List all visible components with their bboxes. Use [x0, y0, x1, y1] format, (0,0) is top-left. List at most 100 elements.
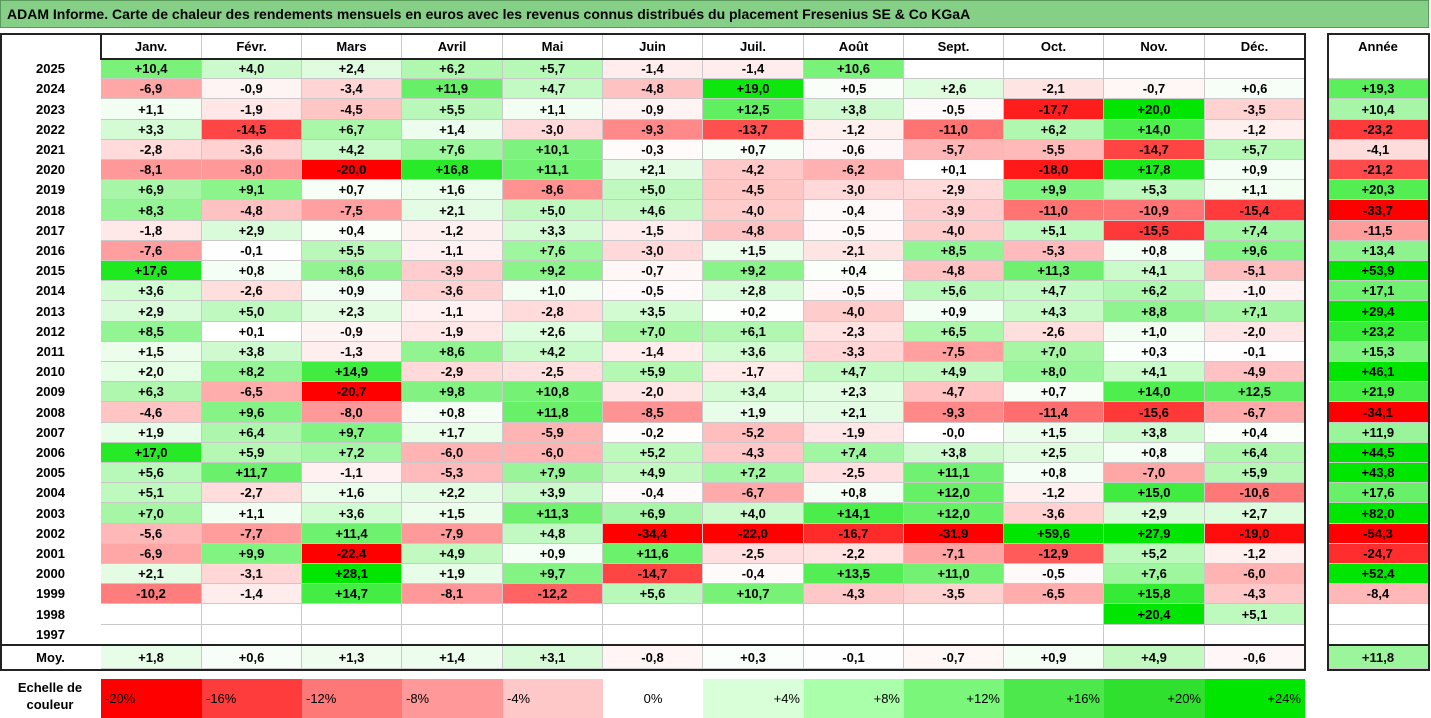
heatmap-cell: +10,6: [804, 59, 904, 79]
heatmap-cell: +5,1: [1205, 604, 1305, 625]
heatmap-cell: +9,7: [302, 423, 402, 443]
average-cell: +4,9: [1104, 646, 1205, 669]
heatmap-cell: +6,3: [101, 382, 202, 402]
average-cell: +0,6: [202, 646, 302, 669]
heatmap-cell: +8,8: [1104, 301, 1205, 322]
average-cell: +1,3: [302, 646, 402, 669]
annual-cell: +10,4: [1328, 99, 1429, 120]
heatmap-cell-empty: [503, 604, 603, 625]
heatmap-cell: +11,1: [904, 463, 1004, 483]
heatmap-cell: +7,0: [603, 322, 703, 342]
color-scale-label: Echelle de couleur: [6, 679, 94, 713]
heatmap-cell: +5,7: [1205, 140, 1305, 160]
heatmap-cell: +1,5: [1004, 423, 1104, 443]
heatmap-cell: +3,3: [101, 120, 202, 140]
heatmap-cell: -0,9: [202, 79, 302, 99]
heatmap-cell: +0,9: [904, 301, 1004, 322]
annual-cell: +19,3: [1328, 79, 1429, 99]
annual-cell: +17,6: [1328, 483, 1429, 503]
heatmap-cell: +9,6: [1205, 241, 1305, 261]
annual-cell: -54,3: [1328, 524, 1429, 544]
color-scale-swatch: +8%: [804, 679, 904, 718]
row-year-label: 2024: [36, 81, 65, 96]
heatmap-cell: -6,0: [503, 443, 603, 463]
heatmap-cell: +11,8: [503, 402, 603, 423]
heatmap-cell: +6,2: [1004, 120, 1104, 140]
heatmap-cell: -19,0: [1205, 524, 1305, 544]
year-total-header: Année: [1328, 34, 1429, 59]
row-year-label: 2013: [36, 304, 65, 319]
heatmap-cell: -4,3: [703, 443, 804, 463]
heatmap-cell: +4,9: [904, 362, 1004, 382]
heatmap-cell: +8,5: [904, 241, 1004, 261]
heatmap-cell: -1,2: [402, 221, 503, 241]
heatmap-cell: -2,5: [703, 544, 804, 564]
heatmap-cell: +9,7: [503, 564, 603, 584]
heatmap-cell: -8,0: [202, 160, 302, 180]
heatmap-cell: +9,8: [402, 382, 503, 402]
color-scale-swatch: +16%: [1004, 679, 1104, 718]
heatmap-cell: +6,4: [202, 423, 302, 443]
heatmap-cell: +7,6: [1104, 564, 1205, 584]
heatmap-cell: +7,2: [302, 443, 402, 463]
heatmap-cell: +5,0: [603, 180, 703, 200]
heatmap-cell: +1,5: [703, 241, 804, 261]
heatmap-cell: +6,7: [302, 120, 402, 140]
heatmap-cell: -16,7: [804, 524, 904, 544]
heatmap-cell: -8,6: [503, 180, 603, 200]
heatmap-cell: +1,1: [202, 503, 302, 524]
heatmap-cell: -3,5: [1205, 99, 1305, 120]
month-header: Févr.: [202, 34, 302, 59]
heatmap-cell: +4,7: [804, 362, 904, 382]
heatmap-cell: +12,5: [1205, 382, 1305, 402]
heatmap-cell: +0,9: [302, 281, 402, 301]
heatmap-cell: +6,1: [703, 322, 804, 342]
heatmap-cell: +13,5: [804, 564, 904, 584]
row-year-label: 2004: [36, 485, 65, 500]
heatmap-cell: +11,3: [503, 503, 603, 524]
average-cell: +0,9: [1004, 646, 1104, 669]
month-header: Août: [804, 34, 904, 59]
heatmap-cell: -20,0: [302, 160, 402, 180]
annual-cell: -24,7: [1328, 544, 1429, 564]
heatmap-cell: -4,5: [703, 180, 804, 200]
heatmap-cell: +2,9: [202, 221, 302, 241]
row-year-label: 2020: [36, 162, 65, 177]
heatmap-cell: -13,7: [703, 120, 804, 140]
heatmap-cell: -2,0: [1205, 322, 1305, 342]
color-scale-swatch: +12%: [904, 679, 1004, 718]
heatmap-cell: +9,2: [503, 261, 603, 281]
heatmap-cell: -0,7: [603, 261, 703, 281]
heatmap-cell: -7,0: [1104, 463, 1205, 483]
heatmap-cell: +5,9: [603, 362, 703, 382]
heatmap-cell: +4,2: [503, 342, 603, 362]
heatmap-cell: +0,7: [1004, 382, 1104, 402]
heatmap-cell: +7,2: [703, 463, 804, 483]
heatmap-cell: -0,5: [804, 221, 904, 241]
heatmap-cell: +10,8: [503, 382, 603, 402]
annual-cell: +11,9: [1328, 423, 1429, 443]
annual-cell: +29,4: [1328, 301, 1429, 322]
heatmap-cell: -1,1: [402, 241, 503, 261]
annual-cell: +52,4: [1328, 564, 1429, 584]
row-year-label: 2012: [36, 324, 65, 339]
heatmap-cell-empty: [101, 604, 202, 625]
heatmap-cell: -11,0: [1004, 200, 1104, 221]
heatmap-cell: +1,1: [503, 99, 603, 120]
heatmap-cell: +9,1: [202, 180, 302, 200]
heatmap-cell: +0,7: [703, 140, 804, 160]
heatmap-cell: -22,0: [703, 524, 804, 544]
row-year-label: 2022: [36, 122, 65, 137]
heatmap-cell: +9,9: [202, 544, 302, 564]
annual-cell: -11,5: [1328, 221, 1429, 241]
color-scale-swatch: -8%: [402, 679, 503, 718]
heatmap-cell: +11,0: [904, 564, 1004, 584]
heatmap-cell: -0,5: [804, 281, 904, 301]
heatmap-cell: +27,9: [1104, 524, 1205, 544]
heatmap-cell: +0,1: [904, 160, 1004, 180]
heatmap-cell: +5,2: [1104, 544, 1205, 564]
heatmap-cell: +8,0: [1004, 362, 1104, 382]
heatmap-cell: +5,3: [1104, 180, 1205, 200]
heatmap-cell: -9,3: [603, 120, 703, 140]
heatmap-cell: -3,4: [302, 79, 402, 99]
